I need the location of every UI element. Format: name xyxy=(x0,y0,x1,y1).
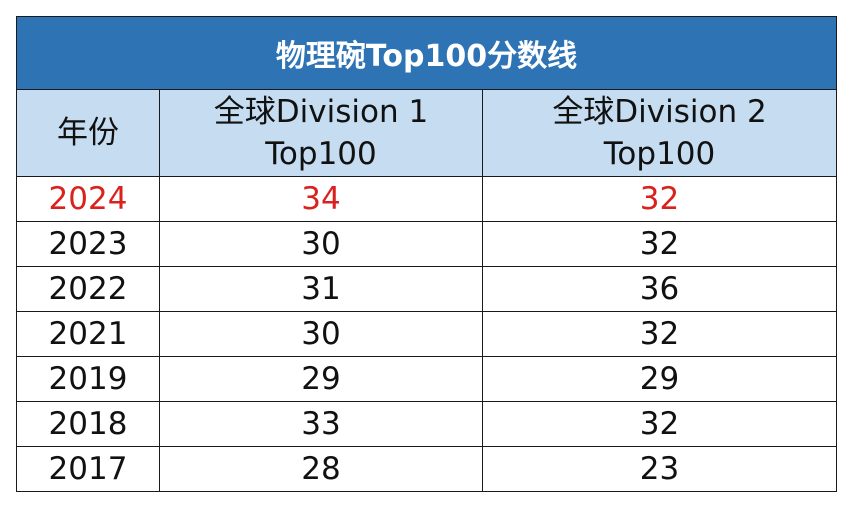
table-row: 2023 30 32 xyxy=(16,221,838,267)
cell-division2: 23 xyxy=(481,446,838,492)
table-title: 物理碗Top100分数线 xyxy=(15,16,838,90)
cell-year: 2024 xyxy=(16,176,160,222)
cell-year: 2018 xyxy=(16,401,160,447)
cell-division1: 31 xyxy=(159,266,483,312)
cell-division1: 30 xyxy=(159,221,483,267)
cell-division2: 29 xyxy=(481,356,838,402)
table-row: 2017 28 23 xyxy=(16,446,838,492)
header-year: 年份 xyxy=(16,89,160,177)
cell-division1: 30 xyxy=(159,311,483,357)
cell-division2: 32 xyxy=(481,401,838,447)
cell-year: 2022 xyxy=(16,266,160,312)
table-row: 2021 30 32 xyxy=(16,311,838,357)
header-division2: 全球Division 2 Top100 xyxy=(481,89,838,177)
table-row: 2018 33 32 xyxy=(16,401,838,447)
score-table: 物理碗Top100分数线 年份 全球Division 1 Top100 全球Di… xyxy=(15,16,838,492)
cell-year: 2017 xyxy=(16,446,160,492)
table-row: 2024 34 32 xyxy=(16,176,838,222)
cell-division1: 34 xyxy=(159,176,483,222)
cell-division1: 28 xyxy=(159,446,483,492)
header-division1-line1: 全球Division 1 xyxy=(213,94,429,130)
table-title-row: 物理碗Top100分数线 xyxy=(15,16,838,90)
header-division2-line2: Top100 xyxy=(603,136,716,172)
cell-year: 2023 xyxy=(16,221,160,267)
cell-division1: 33 xyxy=(159,401,483,447)
cell-year: 2021 xyxy=(16,311,160,357)
table-header-row: 年份 全球Division 1 Top100 全球Division 2 Top1… xyxy=(16,89,838,177)
cell-division2: 32 xyxy=(481,221,838,267)
cell-division2: 36 xyxy=(481,266,838,312)
cell-division1: 29 xyxy=(159,356,483,402)
header-division2-line1: 全球Division 2 xyxy=(552,94,767,130)
cell-division2: 32 xyxy=(481,311,838,357)
header-division1: 全球Division 1 Top100 xyxy=(159,89,483,177)
cell-division2: 32 xyxy=(481,176,838,222)
table-row: 2019 29 29 xyxy=(16,356,838,402)
table-row: 2022 31 36 xyxy=(16,266,838,312)
cell-year: 2019 xyxy=(16,356,160,402)
header-division1-line2: Top100 xyxy=(265,136,377,172)
